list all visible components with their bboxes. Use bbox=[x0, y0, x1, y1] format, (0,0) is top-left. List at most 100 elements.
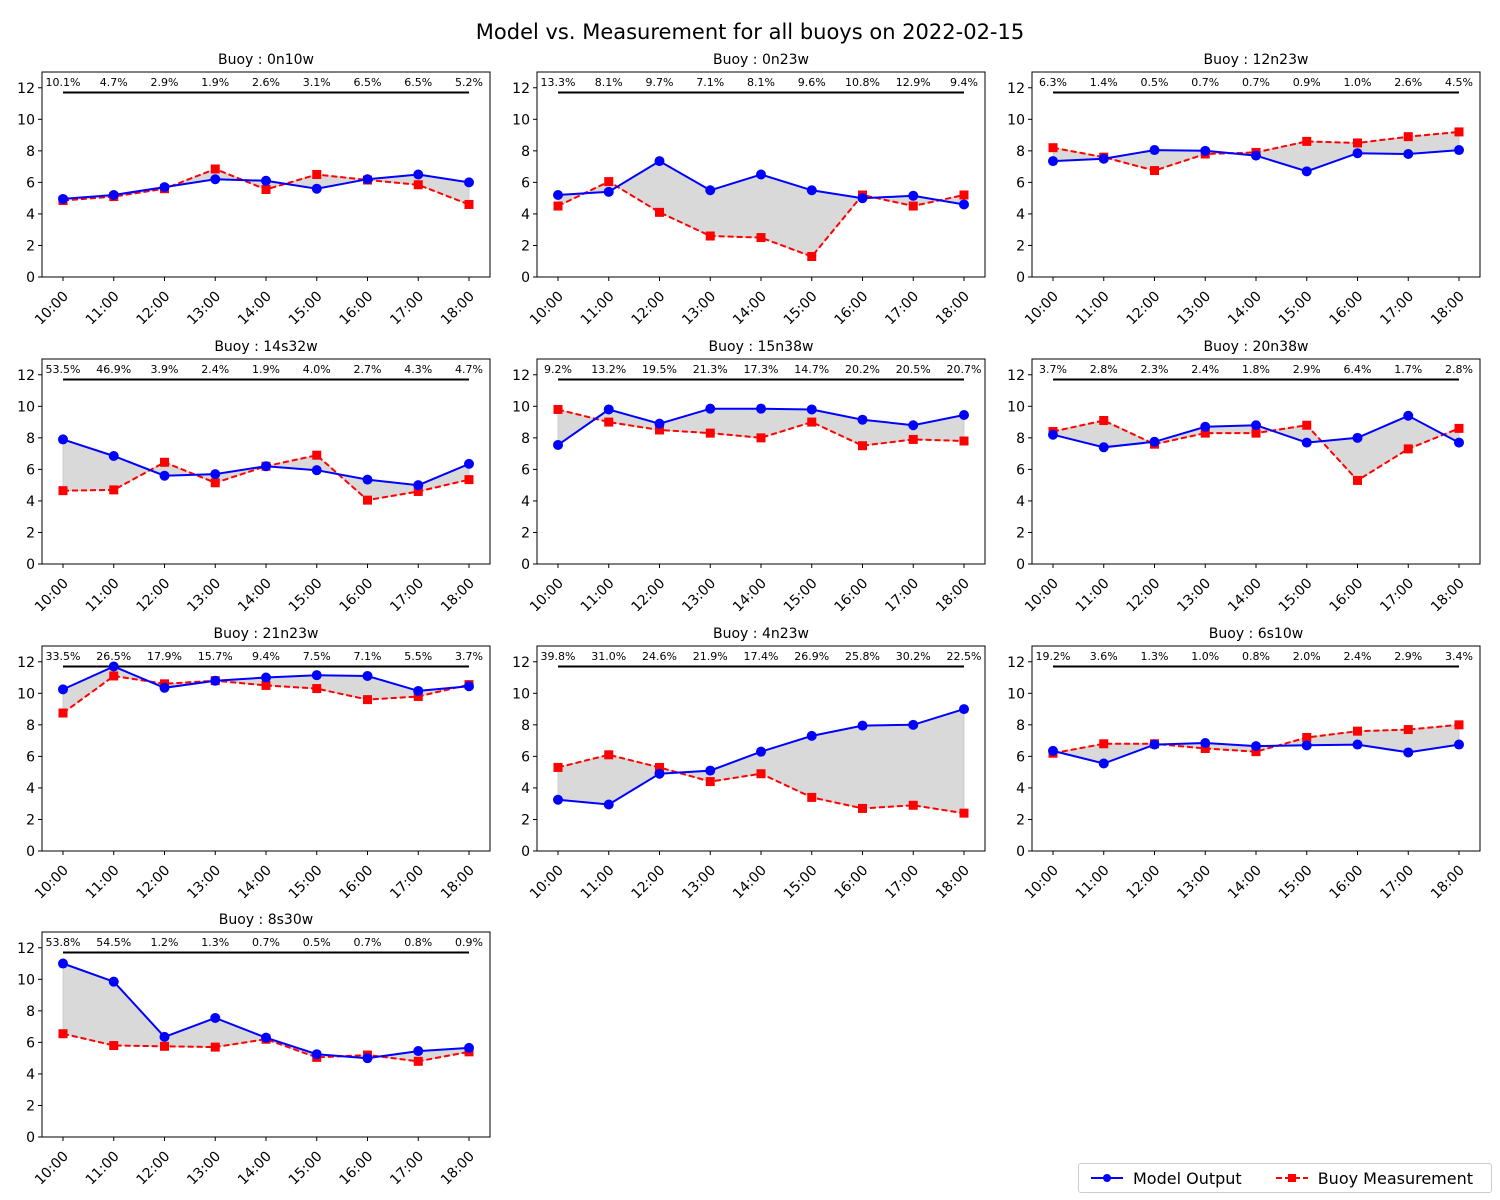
percent-label: 8.1% bbox=[747, 76, 775, 89]
percent-label: 3.7% bbox=[1039, 363, 1067, 376]
x-tick-label: 16:00 bbox=[831, 576, 871, 616]
percent-label: 4.7% bbox=[455, 363, 483, 376]
x-tick-label: 12:00 bbox=[1123, 576, 1163, 616]
x-tick-label: 11:00 bbox=[578, 576, 618, 616]
x-tick-label: 11:00 bbox=[1073, 576, 1113, 616]
model-point bbox=[210, 1012, 221, 1023]
y-tick-label: 8 bbox=[1016, 144, 1025, 160]
legend-entry-measurement: Buoy Measurement bbox=[1264, 1169, 1473, 1188]
model-point bbox=[857, 193, 868, 204]
model-point bbox=[756, 169, 766, 180]
percent-label: 7.1% bbox=[354, 650, 382, 663]
model-point bbox=[959, 409, 969, 420]
model-point bbox=[603, 799, 614, 810]
measurement-point bbox=[908, 201, 918, 211]
percent-label: 15.7% bbox=[198, 650, 233, 663]
percent-label: 13.3% bbox=[541, 76, 576, 89]
x-tick-label: 16:00 bbox=[1326, 576, 1366, 616]
percent-label: 1.9% bbox=[252, 363, 280, 376]
percent-label: 0.7% bbox=[1242, 76, 1270, 89]
x-tick-label: 11:00 bbox=[83, 1149, 123, 1189]
y-tick-label: 0 bbox=[26, 1130, 35, 1146]
percent-label: 7.5% bbox=[303, 650, 331, 663]
model-point bbox=[1098, 153, 1109, 164]
measurement-point bbox=[959, 808, 969, 818]
model-point bbox=[1454, 145, 1464, 156]
difference-fill bbox=[62, 962, 470, 1062]
percent-label: 17.9% bbox=[147, 650, 182, 663]
percent-label: 2.9% bbox=[1293, 363, 1321, 376]
measurement-point bbox=[109, 671, 119, 681]
percent-label: 20.7% bbox=[947, 363, 982, 376]
y-tick-label: 8 bbox=[26, 718, 35, 734]
y-tick-label: 0 bbox=[1016, 557, 1025, 573]
model-point bbox=[210, 675, 221, 686]
y-tick-label: 6 bbox=[521, 175, 530, 191]
model-point bbox=[1403, 149, 1414, 159]
plot-frame bbox=[1031, 71, 1481, 278]
measurement-point bbox=[807, 252, 817, 261]
y-tick-label: 0 bbox=[1016, 844, 1025, 860]
percent-label: 9.7% bbox=[646, 76, 674, 89]
percent-label: 30.2% bbox=[896, 650, 931, 663]
measurement-point bbox=[705, 777, 715, 787]
x-tick-label: 10:00 bbox=[1022, 576, 1062, 616]
model-point bbox=[311, 670, 322, 681]
model-point bbox=[603, 404, 614, 415]
measurement-point bbox=[261, 680, 271, 690]
x-tick-label: 12:00 bbox=[133, 1149, 173, 1189]
model-point bbox=[1454, 739, 1464, 750]
x-tick-label: 14:00 bbox=[730, 289, 770, 329]
percent-label: 1.9% bbox=[201, 76, 229, 89]
y-tick-label: 6 bbox=[26, 749, 35, 765]
measurement-point bbox=[1353, 138, 1362, 148]
measurement-line bbox=[1052, 723, 1460, 755]
y-tick-label: 10 bbox=[17, 112, 35, 128]
percent-label: 4.0% bbox=[303, 363, 331, 376]
subplot-title: Buoy : 0n10w bbox=[218, 52, 314, 68]
measurement-point bbox=[858, 803, 867, 813]
y-tick-label: 10 bbox=[512, 399, 530, 415]
x-tick-label: 14:00 bbox=[1225, 863, 1265, 903]
x-tick-label: 10:00 bbox=[32, 863, 72, 903]
y-tick-label: 12 bbox=[1007, 655, 1025, 671]
y-tick-label: 12 bbox=[512, 81, 530, 97]
y-tick-label: 4 bbox=[26, 207, 35, 223]
measurement-point bbox=[807, 417, 817, 427]
y-tick-label: 4 bbox=[26, 781, 35, 797]
x-tick-label: 16:00 bbox=[336, 1149, 376, 1189]
percent-label: 3.9% bbox=[151, 363, 179, 376]
measurement-point bbox=[756, 769, 766, 779]
y-tick-label: 12 bbox=[17, 941, 35, 957]
x-tick-label: 13:00 bbox=[1174, 576, 1214, 616]
x-tick-label: 14:00 bbox=[1225, 289, 1265, 329]
y-tick-label: 2 bbox=[521, 525, 530, 541]
model-point bbox=[553, 190, 563, 200]
percent-label: 1.3% bbox=[1141, 650, 1169, 663]
y-tick-label: 2 bbox=[521, 812, 530, 828]
measurement-point bbox=[58, 486, 68, 496]
y-tick-label: 4 bbox=[1016, 207, 1025, 223]
model-point bbox=[908, 420, 919, 431]
percent-label: 2.4% bbox=[1344, 650, 1372, 663]
measurement-point bbox=[464, 475, 474, 485]
y-tick-label: 12 bbox=[17, 368, 35, 384]
percent-label: 2.8% bbox=[1090, 363, 1118, 376]
y-tick-label: 0 bbox=[521, 557, 530, 573]
measurement-point bbox=[210, 478, 220, 488]
measurement-point bbox=[908, 800, 918, 810]
model-point bbox=[108, 190, 119, 200]
y-tick-label: 2 bbox=[1016, 812, 1025, 828]
y-tick-label: 12 bbox=[512, 655, 530, 671]
percent-label: 8.1% bbox=[595, 76, 623, 89]
percent-label: 1.3% bbox=[201, 936, 229, 949]
x-tick-label: 16:00 bbox=[336, 576, 376, 616]
x-tick-label: 18:00 bbox=[438, 576, 478, 616]
model-point bbox=[1149, 436, 1160, 447]
x-tick-label: 17:00 bbox=[1377, 289, 1417, 329]
model-point bbox=[705, 185, 716, 196]
x-tick-label: 13:00 bbox=[679, 576, 719, 616]
